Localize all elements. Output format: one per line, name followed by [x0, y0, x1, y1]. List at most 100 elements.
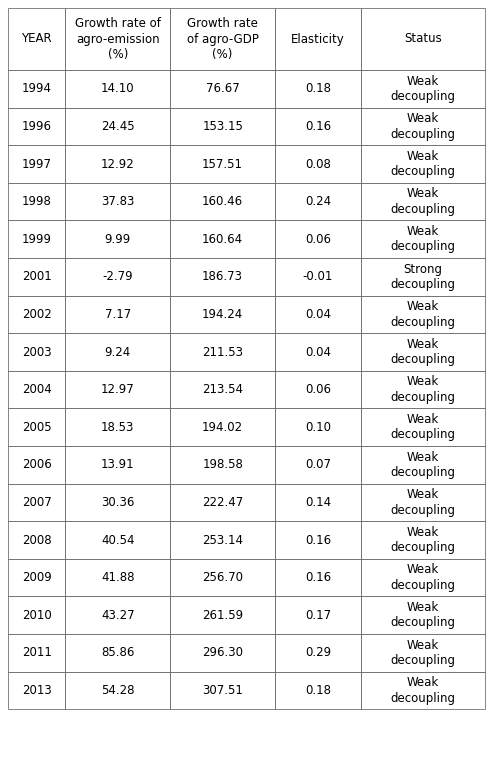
Text: 0.17: 0.17	[305, 609, 331, 622]
Bar	[361, 634, 485, 672]
Bar	[65, 558, 170, 597]
Bar	[65, 108, 170, 145]
Text: 2005: 2005	[22, 421, 51, 434]
Bar	[275, 521, 361, 558]
Bar	[170, 558, 275, 597]
Bar	[275, 334, 361, 371]
Bar	[8, 220, 65, 258]
Text: 157.51: 157.51	[202, 158, 243, 171]
Text: 307.51: 307.51	[202, 684, 243, 697]
Bar	[170, 521, 275, 558]
Bar	[65, 672, 170, 709]
Text: 213.54: 213.54	[202, 383, 243, 396]
Bar	[170, 70, 275, 108]
Bar	[361, 220, 485, 258]
Bar	[170, 597, 275, 634]
Bar	[361, 334, 485, 371]
Text: 0.06: 0.06	[305, 383, 331, 396]
Bar	[8, 70, 65, 108]
Bar	[361, 108, 485, 145]
Bar	[361, 672, 485, 709]
Text: 1996: 1996	[22, 120, 52, 133]
Bar	[275, 145, 361, 183]
Bar	[65, 334, 170, 371]
Text: Weak
decoupling: Weak decoupling	[390, 300, 456, 329]
Text: Weak
decoupling: Weak decoupling	[390, 563, 456, 592]
Bar	[170, 220, 275, 258]
Text: 0.16: 0.16	[305, 571, 331, 584]
Bar	[65, 295, 170, 334]
Bar	[170, 8, 275, 70]
Text: 9.99: 9.99	[105, 233, 131, 246]
Bar	[65, 597, 170, 634]
Bar	[8, 672, 65, 709]
Bar	[361, 521, 485, 558]
Text: 37.83: 37.83	[101, 195, 135, 208]
Text: YEAR: YEAR	[21, 32, 52, 45]
Bar	[8, 446, 65, 483]
Text: 2008: 2008	[22, 533, 51, 546]
Bar	[275, 220, 361, 258]
Bar	[8, 258, 65, 295]
Bar	[170, 634, 275, 672]
Text: 2009: 2009	[22, 571, 51, 584]
Text: 2006: 2006	[22, 458, 51, 471]
Text: 2007: 2007	[22, 496, 51, 509]
Bar	[8, 521, 65, 558]
Bar	[275, 183, 361, 220]
Text: Weak
decoupling: Weak decoupling	[390, 526, 456, 555]
Text: -0.01: -0.01	[303, 270, 333, 283]
Bar	[361, 597, 485, 634]
Text: 2010: 2010	[22, 609, 51, 622]
Text: 0.07: 0.07	[305, 458, 331, 471]
Bar	[361, 258, 485, 295]
Text: 256.70: 256.70	[202, 571, 243, 584]
Bar	[65, 634, 170, 672]
Text: Weak
decoupling: Weak decoupling	[390, 676, 456, 705]
Text: 2004: 2004	[22, 383, 51, 396]
Bar	[361, 183, 485, 220]
Text: 1997: 1997	[22, 158, 52, 171]
Text: 253.14: 253.14	[202, 533, 243, 546]
Bar	[275, 672, 361, 709]
Bar	[8, 371, 65, 409]
Text: 0.18: 0.18	[305, 83, 331, 96]
Bar	[275, 409, 361, 446]
Text: Growth rate
of agro-GDP
(%): Growth rate of agro-GDP (%)	[187, 17, 259, 61]
Bar	[8, 108, 65, 145]
Text: Weak
decoupling: Weak decoupling	[390, 451, 456, 479]
Bar	[170, 371, 275, 409]
Bar	[65, 8, 170, 70]
Text: Weak
decoupling: Weak decoupling	[390, 413, 456, 441]
Bar	[8, 183, 65, 220]
Text: 0.04: 0.04	[305, 308, 331, 321]
Text: 194.02: 194.02	[202, 421, 243, 434]
Text: Weak
decoupling: Weak decoupling	[390, 225, 456, 253]
Text: Weak
decoupling: Weak decoupling	[390, 639, 456, 667]
Text: 261.59: 261.59	[202, 609, 243, 622]
Text: 43.27: 43.27	[101, 609, 135, 622]
Bar	[275, 70, 361, 108]
Bar	[8, 8, 65, 70]
Bar	[170, 108, 275, 145]
Text: 194.24: 194.24	[202, 308, 243, 321]
Bar	[170, 145, 275, 183]
Text: 9.24: 9.24	[105, 346, 131, 359]
Bar	[170, 446, 275, 483]
Text: 13.91: 13.91	[101, 458, 135, 471]
Text: Status: Status	[404, 32, 442, 45]
Bar	[361, 558, 485, 597]
Bar	[361, 295, 485, 334]
Text: 12.92: 12.92	[101, 158, 135, 171]
Bar	[170, 672, 275, 709]
Text: 2002: 2002	[22, 308, 51, 321]
Bar	[275, 258, 361, 295]
Text: Growth rate of
agro-emission
(%): Growth rate of agro-emission (%)	[75, 17, 161, 61]
Bar	[65, 220, 170, 258]
Bar	[170, 295, 275, 334]
Text: 0.10: 0.10	[305, 421, 331, 434]
Text: 0.24: 0.24	[305, 195, 331, 208]
Text: 2011: 2011	[22, 646, 52, 659]
Text: 54.28: 54.28	[101, 684, 135, 697]
Bar	[275, 295, 361, 334]
